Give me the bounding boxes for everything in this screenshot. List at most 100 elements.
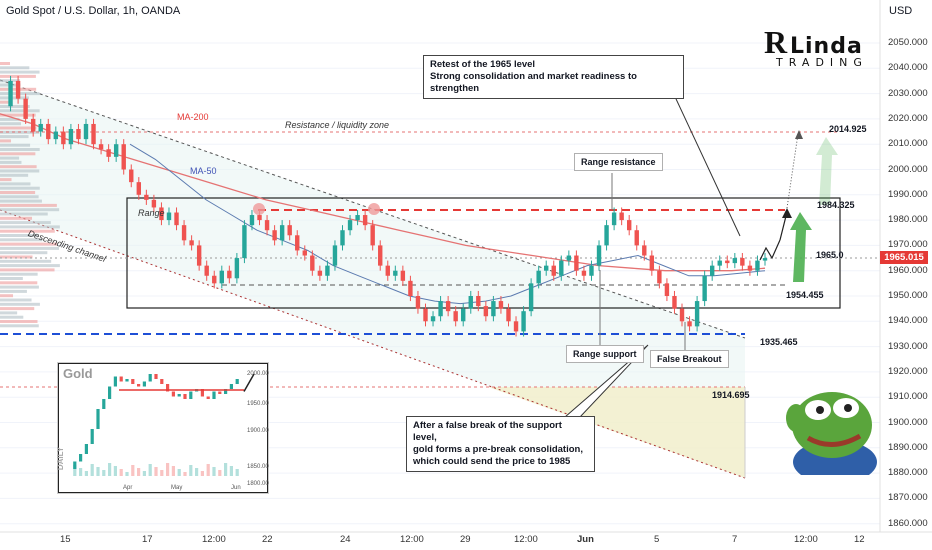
volume-bar: [0, 277, 23, 280]
volume-bar: [0, 165, 37, 169]
after-line-1: After a false break of the support level…: [413, 420, 562, 443]
inset-arrow: [243, 373, 255, 392]
volume-bar: [0, 160, 22, 164]
candle: [574, 255, 579, 271]
currency-label: USD: [889, 5, 913, 17]
candle: [355, 215, 360, 221]
x-tick-label: 15: [60, 534, 71, 545]
candle: [626, 220, 632, 231]
after-line-2: gold forms a pre-break consolidation,: [413, 444, 583, 455]
candle: [581, 270, 587, 276]
volume-bar: [0, 320, 38, 323]
candle: [619, 212, 624, 221]
candle: [121, 144, 126, 170]
ma50-label: MA-50: [190, 166, 217, 176]
inset-title: Gold: [63, 366, 93, 381]
candle: [166, 212, 172, 221]
candle: [287, 225, 292, 236]
inset-candle: [206, 396, 210, 399]
volume-bar: [0, 225, 60, 229]
inset-volume-bar: [200, 471, 204, 476]
inset-ytick-1800: 1800.00: [247, 481, 269, 487]
frog-pupil-right: [844, 404, 852, 412]
volume-bar: [0, 66, 30, 70]
inset-volume-bar: [148, 464, 152, 476]
inset-volume-bar: [229, 466, 233, 476]
inset-volume-bar: [79, 468, 83, 476]
volume-bar: [0, 259, 52, 263]
candle: [664, 283, 670, 296]
frog-meme-image: [786, 392, 877, 475]
candle: [513, 321, 519, 332]
inset-svg: [73, 373, 255, 476]
inset-volume-bar: [96, 467, 100, 476]
retest-marker-1: [253, 203, 265, 215]
candle: [687, 321, 692, 327]
inset-volume-bar: [119, 469, 123, 476]
candle: [604, 225, 609, 246]
candle: [528, 283, 534, 312]
candle: [249, 215, 255, 226]
candle: [378, 245, 383, 266]
inset-candle: [96, 409, 100, 429]
inset-candle: [148, 374, 152, 382]
volume-bar: [0, 315, 24, 319]
candle: [596, 245, 602, 266]
retest-line-1: Retest of the 1965 level: [430, 59, 536, 70]
x-tick-label: 7: [732, 534, 738, 545]
candle: [61, 131, 66, 145]
candle: [717, 260, 722, 266]
candle: [611, 212, 617, 226]
candle: [725, 260, 730, 264]
volume-bar: [0, 195, 39, 199]
y-tick-label: 1980.000: [888, 214, 928, 226]
inset-candle: [131, 379, 135, 384]
x-tick-label: 5: [654, 534, 660, 545]
inset-candle: [108, 386, 112, 399]
y-tick-label: 1860.000: [888, 517, 928, 529]
inset-candle: [90, 429, 94, 444]
candle: [347, 220, 353, 231]
candle: [15, 80, 21, 99]
projection-path: [759, 239, 781, 261]
inset-candle: [84, 444, 88, 454]
inset-volume-bar: [113, 466, 117, 476]
candle: [227, 270, 232, 279]
volume-bar: [0, 264, 60, 268]
volume-bar: [0, 246, 60, 250]
inset-month-jun: Jun: [231, 485, 241, 491]
volume-profile: [0, 62, 60, 328]
x-tick-label: 17: [142, 534, 153, 545]
inset-candle: [171, 391, 175, 397]
candle: [385, 265, 390, 276]
inset-ytick-1900: 1900.00: [247, 428, 269, 434]
candle: [302, 250, 307, 256]
inset-candle: [142, 381, 146, 387]
volume-bar: [0, 272, 38, 276]
volume-bar: [0, 105, 30, 108]
volume-bar: [0, 70, 40, 74]
candle: [136, 182, 142, 195]
volume-bar: [0, 285, 39, 289]
candle: [8, 80, 13, 107]
y-tick-label: 1920.000: [888, 365, 928, 377]
inset-volume-bar: [206, 464, 210, 476]
inset-candle: [160, 379, 164, 384]
retest-marker-2: [368, 203, 380, 215]
volume-bar: [0, 324, 39, 328]
inset-candle: [119, 376, 123, 382]
level-1935: 1935.465: [760, 337, 798, 347]
inset-candle: [212, 391, 216, 399]
ma200-label: MA-200: [177, 112, 209, 122]
channel-bottom-line: [0, 209, 746, 479]
candle: [491, 301, 496, 317]
candle: [498, 301, 504, 309]
volume-bar: [0, 113, 36, 117]
green-arrow: [790, 212, 812, 282]
candle: [430, 316, 436, 322]
candles: [8, 75, 768, 337]
y-tick-label: 1900.000: [888, 416, 928, 428]
candle: [672, 296, 677, 309]
candle: [151, 199, 157, 208]
